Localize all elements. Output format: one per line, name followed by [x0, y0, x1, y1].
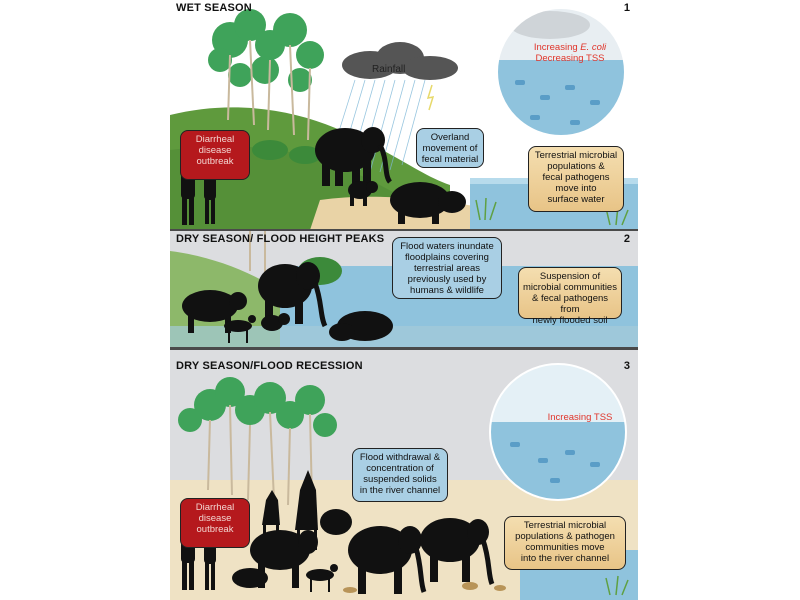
box-line: microbial communities: [523, 282, 617, 293]
box-line: surface water: [547, 194, 605, 205]
box-line: fecal material: [421, 154, 479, 165]
rainfall-label: Rainfall: [372, 64, 406, 75]
figure: WET SEASON 1 Rainfall Increasing E. coli…: [170, 0, 638, 600]
box-line: Terrestrial microbial: [523, 520, 607, 531]
box-line: move into: [555, 183, 597, 194]
panel-flood-recession: DRY SEASON/FLOOD RECESSION 3 Increasing …: [170, 350, 638, 600]
box-line: previously used by: [407, 274, 487, 285]
box-line: populations &: [547, 161, 605, 172]
box-line: Flood waters inundate: [400, 241, 494, 252]
box-line: Diarrheal: [195, 134, 235, 145]
suspension-box: Suspension of microbial communities & fe…: [518, 267, 622, 326]
box-line: Diarrheal: [195, 502, 235, 513]
box-line: Suspension of: [539, 271, 601, 282]
box-line: & fecal pathogens from: [531, 293, 609, 315]
panel-divider: [170, 229, 638, 232]
box-line: outbreak: [196, 156, 234, 167]
panel-number: 3: [623, 360, 630, 372]
box-line: suspended solids: [363, 474, 437, 485]
terrestrial-box: Terrestrial microbial populations & feca…: [528, 146, 624, 212]
box-line: communities move: [525, 542, 605, 553]
panel-title: DRY SEASON/ FLOOD HEIGHT PEAKS: [176, 233, 385, 245]
panel-number: 2: [623, 233, 630, 245]
box-line: Overland: [430, 132, 470, 143]
box-line: newly flooded soil: [532, 315, 608, 326]
box-line: disease: [198, 145, 232, 156]
panel-wet-season: WET SEASON 1 Rainfall Increasing E. coli…: [170, 0, 638, 230]
box-line: terrestrial areas: [414, 263, 480, 274]
box-line: floodplains covering: [405, 252, 489, 263]
circle-label-1b: E. coli: [580, 42, 607, 53]
panel-divider: [170, 347, 638, 350]
box-line: Terrestrial microbial: [534, 150, 618, 161]
box-line: movement of: [422, 143, 478, 154]
diarrheal-box: Diarrheal disease outbreak: [180, 498, 250, 548]
box-line: populations & pathogen: [515, 531, 615, 542]
box-line: in the river channel: [359, 485, 441, 496]
terrestrial-box: Terrestrial microbial populations & path…: [504, 516, 626, 570]
panel-flood-peak: DRY SEASON/ FLOOD HEIGHT PEAKS 2 Flood w…: [170, 231, 638, 347]
box-line: outbreak: [196, 524, 234, 535]
circle-label-2: Decreasing TSS: [535, 53, 605, 64]
box-line: into the river channel: [520, 553, 610, 564]
box-line: fecal pathogens: [542, 172, 610, 183]
elephant-silhouette: [315, 127, 393, 186]
hippo-silhouette: [390, 182, 466, 224]
box-line: Flood withdrawal &: [359, 452, 441, 463]
box-line: concentration of: [366, 463, 434, 474]
inundate-box: Flood waters inundate floodplains coveri…: [392, 237, 502, 299]
box-line: humans & wildlife: [410, 285, 484, 296]
panel-number: 1: [623, 2, 630, 14]
overland-box: Overland movement of fecal material: [416, 128, 484, 168]
box-line: disease: [198, 513, 232, 524]
diarrheal-box: Diarrheal disease outbreak: [180, 130, 250, 180]
circle-label: Increasing E. coli Decreasing TSS: [520, 42, 620, 64]
circle-label-1a: Increasing: [533, 42, 581, 53]
panel-title: DRY SEASON/FLOOD RECESSION: [176, 360, 363, 372]
panel-title: WET SEASON: [176, 2, 252, 14]
withdrawal-box: Flood withdrawal & concentration of susp…: [352, 448, 448, 502]
circle-label: Increasing TSS: [547, 412, 613, 423]
